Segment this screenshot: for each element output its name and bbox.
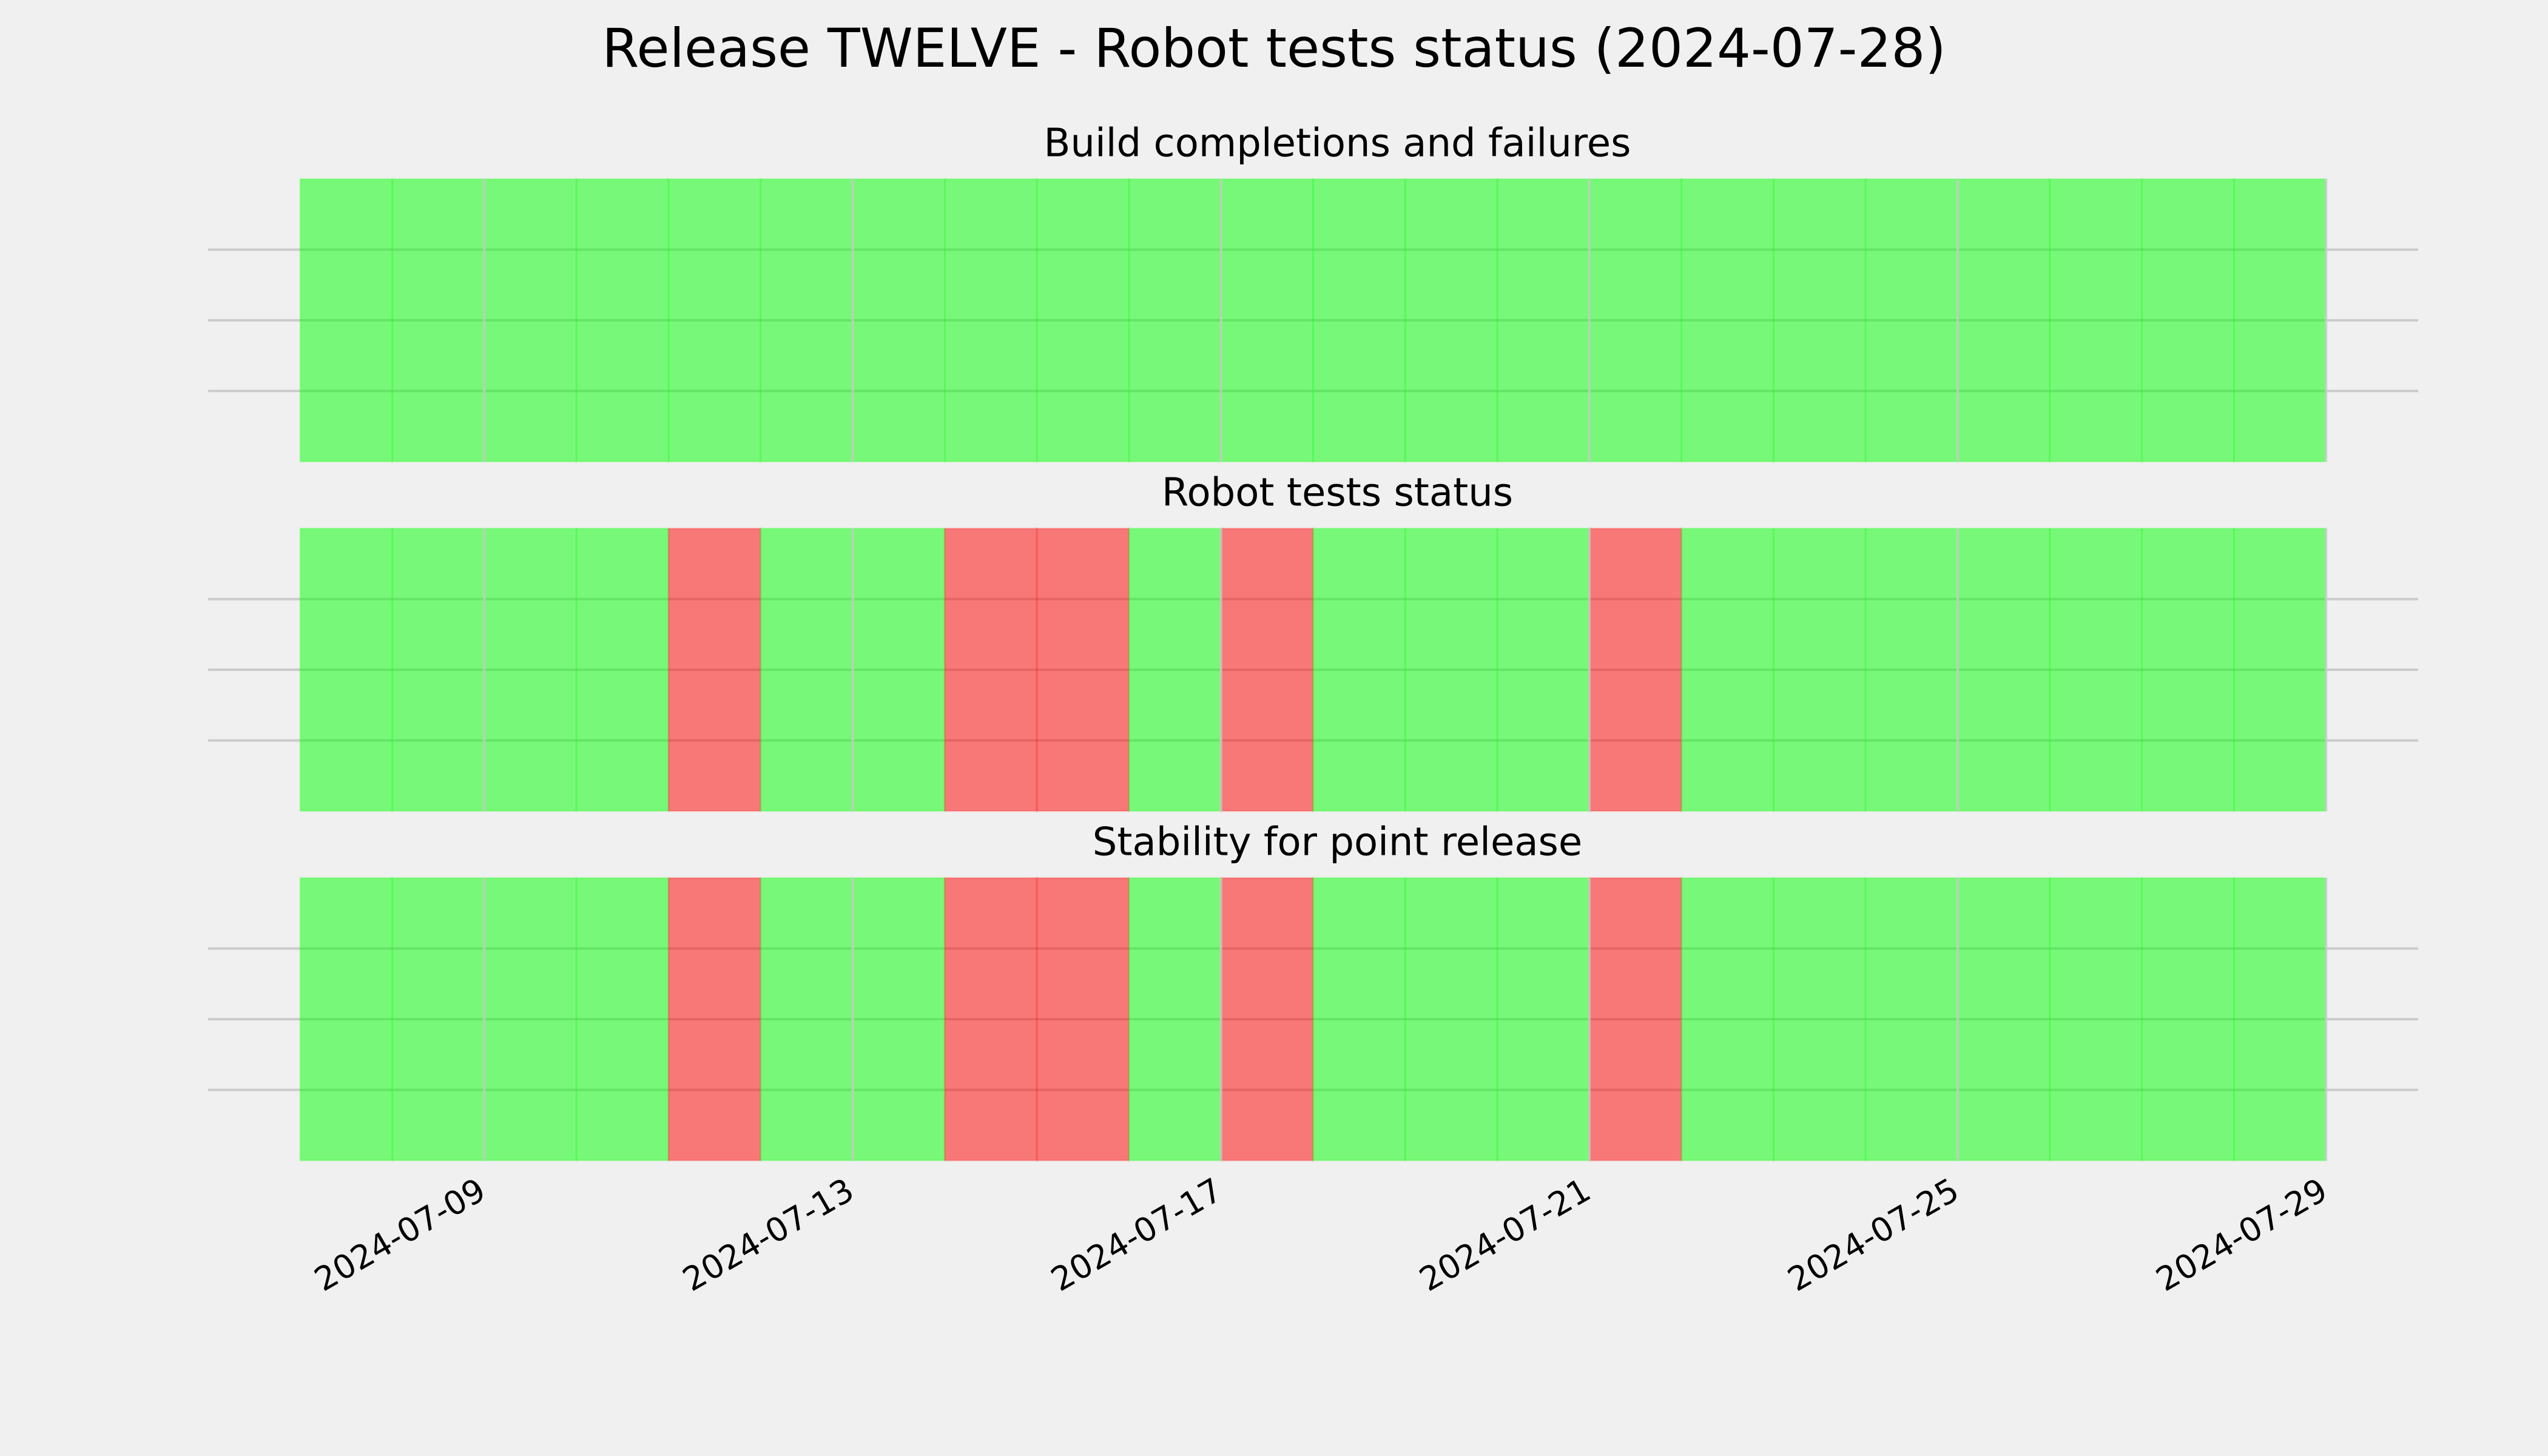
status-bar	[1496, 527, 1591, 812]
status-bar	[299, 527, 394, 812]
status-bar	[1588, 877, 1683, 1162]
status-bar	[2141, 877, 2235, 1162]
status-bar	[2233, 178, 2327, 463]
status-bar	[1956, 527, 2051, 812]
status-bar	[1128, 178, 1222, 463]
chart-title: Release TWELVE - Robot tests status (202…	[602, 17, 1946, 79]
status-bar	[1220, 877, 1315, 1162]
status-bar	[943, 877, 1038, 1162]
status-bar	[1680, 178, 1774, 463]
status-bar	[943, 178, 1038, 463]
status-bar	[1128, 527, 1222, 812]
status-bar	[1312, 178, 1406, 463]
status-bar	[1220, 178, 1315, 463]
status-bar	[1312, 877, 1406, 1162]
subplot-title: Robot tests status	[1162, 471, 1513, 516]
status-bar	[667, 527, 762, 812]
status-bar	[391, 527, 485, 812]
subplot-title: Stability for point release	[1093, 820, 1583, 865]
status-bar	[1772, 877, 1867, 1162]
status-bar	[1496, 877, 1591, 1162]
status-bar	[483, 178, 578, 463]
status-bar	[1680, 877, 1774, 1162]
status-bar	[1772, 527, 1867, 812]
status-bar	[1128, 877, 1222, 1162]
status-bar	[1220, 527, 1315, 812]
status-bar	[2049, 178, 2143, 463]
status-bar	[760, 877, 854, 1162]
status-bar	[2049, 527, 2143, 812]
status-bar	[575, 527, 670, 812]
status-bar	[943, 527, 1038, 812]
status-bar	[1036, 877, 1130, 1162]
status-bar	[1496, 178, 1591, 463]
status-bar	[1404, 178, 1498, 463]
status-bar	[483, 527, 578, 812]
status-bar	[1312, 527, 1406, 812]
status-bar	[1036, 178, 1130, 463]
status-bar	[852, 877, 946, 1162]
status-bar	[2049, 877, 2143, 1162]
status-bar	[1772, 178, 1867, 463]
status-bar	[760, 527, 854, 812]
status-bar	[667, 877, 762, 1162]
status-bar	[1404, 877, 1498, 1162]
subplot-title: Build completions and failures	[1044, 121, 1631, 166]
status-bar	[1864, 877, 1959, 1162]
status-bar	[852, 178, 946, 463]
status-bar	[391, 877, 485, 1162]
status-bar	[2141, 527, 2235, 812]
status-bar	[760, 178, 854, 463]
status-bar	[1588, 178, 1683, 463]
status-bar	[1680, 527, 1774, 812]
status-bar	[1864, 527, 1959, 812]
status-bar	[299, 178, 394, 463]
status-bar	[1956, 877, 2051, 1162]
status-bar	[483, 877, 578, 1162]
status-bar	[2141, 178, 2235, 463]
status-bar	[1864, 178, 1959, 463]
status-bar	[2233, 877, 2327, 1162]
status-bar	[391, 178, 485, 463]
status-bar	[852, 527, 946, 812]
status-bar	[1404, 527, 1498, 812]
status-bar	[667, 178, 762, 463]
status-bar	[1956, 178, 2051, 463]
status-bar	[1588, 527, 1683, 812]
status-bar	[575, 178, 670, 463]
status-bar	[299, 877, 394, 1162]
status-bar	[575, 877, 670, 1162]
status-bar	[1036, 527, 1130, 812]
status-bar	[2233, 527, 2327, 812]
